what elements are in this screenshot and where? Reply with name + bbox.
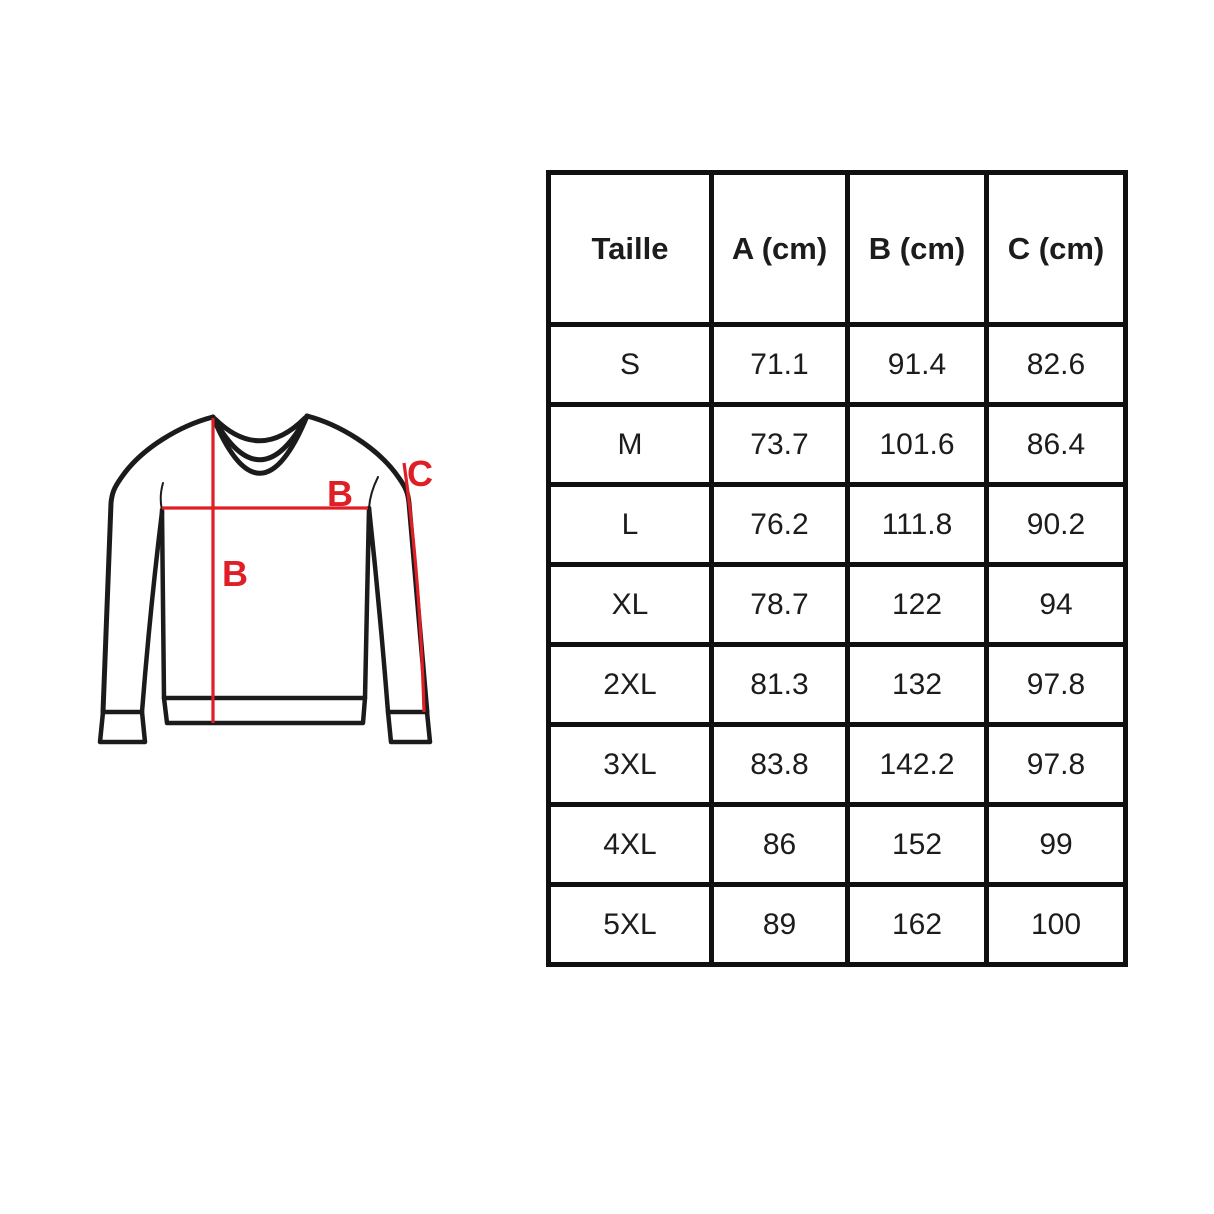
table-row: 5XL 89 162 100: [546, 882, 1128, 967]
table-row: M 73.7 101.6 86.4: [546, 402, 1128, 487]
table-row: XL 78.7 122 94: [546, 562, 1128, 647]
collar-back-neck: [212, 415, 308, 444]
measurement-lines: [162, 418, 426, 723]
table-row: 3XL 83.8 142.2 97.8: [546, 722, 1128, 807]
size-cell: 2XL: [546, 642, 714, 727]
c-cell: 97.8: [984, 722, 1128, 807]
column-header-c: C (cm): [984, 170, 1128, 327]
b-cell: 122: [845, 562, 989, 647]
size-cell: M: [546, 402, 714, 487]
a-cell: 83.8: [709, 722, 850, 807]
sweater-diagram: B B C: [60, 385, 520, 765]
size-cell: 3XL: [546, 722, 714, 807]
c-cell: 94: [984, 562, 1128, 647]
a-cell: 89: [709, 882, 850, 967]
b-cell: 142.2: [845, 722, 989, 807]
label-chest-b: B: [327, 473, 353, 514]
b-cell: 162: [845, 882, 989, 967]
table-row: 2XL 81.3 132 97.8: [546, 642, 1128, 727]
left-cuff: [97, 709, 148, 745]
c-cell: 86.4: [984, 402, 1128, 487]
b-cell: 91.4: [845, 322, 989, 407]
label-length-b: B: [222, 553, 248, 594]
size-cell: XL: [546, 562, 714, 647]
table-row: S 71.1 91.4 82.6: [546, 322, 1128, 407]
collar-rib-outer: [210, 413, 310, 476]
size-cell: L: [546, 482, 714, 567]
size-cell: 5XL: [546, 882, 714, 967]
a-cell: 86: [709, 802, 850, 887]
a-cell: 73.7: [709, 402, 850, 487]
right-cuff: [385, 709, 433, 745]
c-cell: 90.2: [984, 482, 1128, 567]
c-cell: 82.6: [984, 322, 1128, 407]
b-cell: 132: [845, 642, 989, 727]
label-sleeve-c: C: [407, 453, 433, 494]
table-row: L 76.2 111.8 90.2: [546, 482, 1128, 567]
size-table: Taille A (cm) B (cm) C (cm) S 71.1 91.4 …: [546, 170, 1128, 967]
table-row: 4XL 86 152 99: [546, 802, 1128, 887]
sweater-diagram-svg: B B C: [97, 413, 433, 745]
a-cell: 81.3: [709, 642, 850, 727]
right-inner-sleeve: [366, 505, 391, 715]
table-header-row: Taille A (cm) B (cm) C (cm): [546, 170, 1128, 327]
column-header-size: Taille: [546, 170, 714, 327]
collar-rib-inner: [210, 413, 310, 463]
b-cell: 111.8: [845, 482, 989, 567]
a-cell: 71.1: [709, 322, 850, 407]
size-cell: S: [546, 322, 714, 407]
a-cell: 76.2: [709, 482, 850, 567]
c-cell: 100: [984, 882, 1128, 967]
left-outer-edge: [100, 414, 216, 715]
b-cell: 101.6: [845, 402, 989, 487]
column-header-a: A (cm): [709, 170, 850, 327]
hem-band: [161, 695, 368, 726]
sweater-outline: [97, 413, 433, 745]
sleeve-measure-line: [402, 462, 426, 713]
a-cell: 78.7: [709, 562, 850, 647]
b-cell: 152: [845, 802, 989, 887]
size-cell: 4XL: [546, 802, 714, 887]
c-cell: 97.8: [984, 642, 1128, 727]
right-armhole-seam: [368, 476, 379, 509]
c-cell: 99: [984, 802, 1128, 887]
measurement-labels: B B C: [222, 453, 433, 594]
body-sides: [159, 505, 372, 701]
left-inner-sleeve: [139, 509, 165, 715]
left-armhole-seam: [159, 482, 164, 511]
column-header-b: B (cm): [845, 170, 989, 327]
